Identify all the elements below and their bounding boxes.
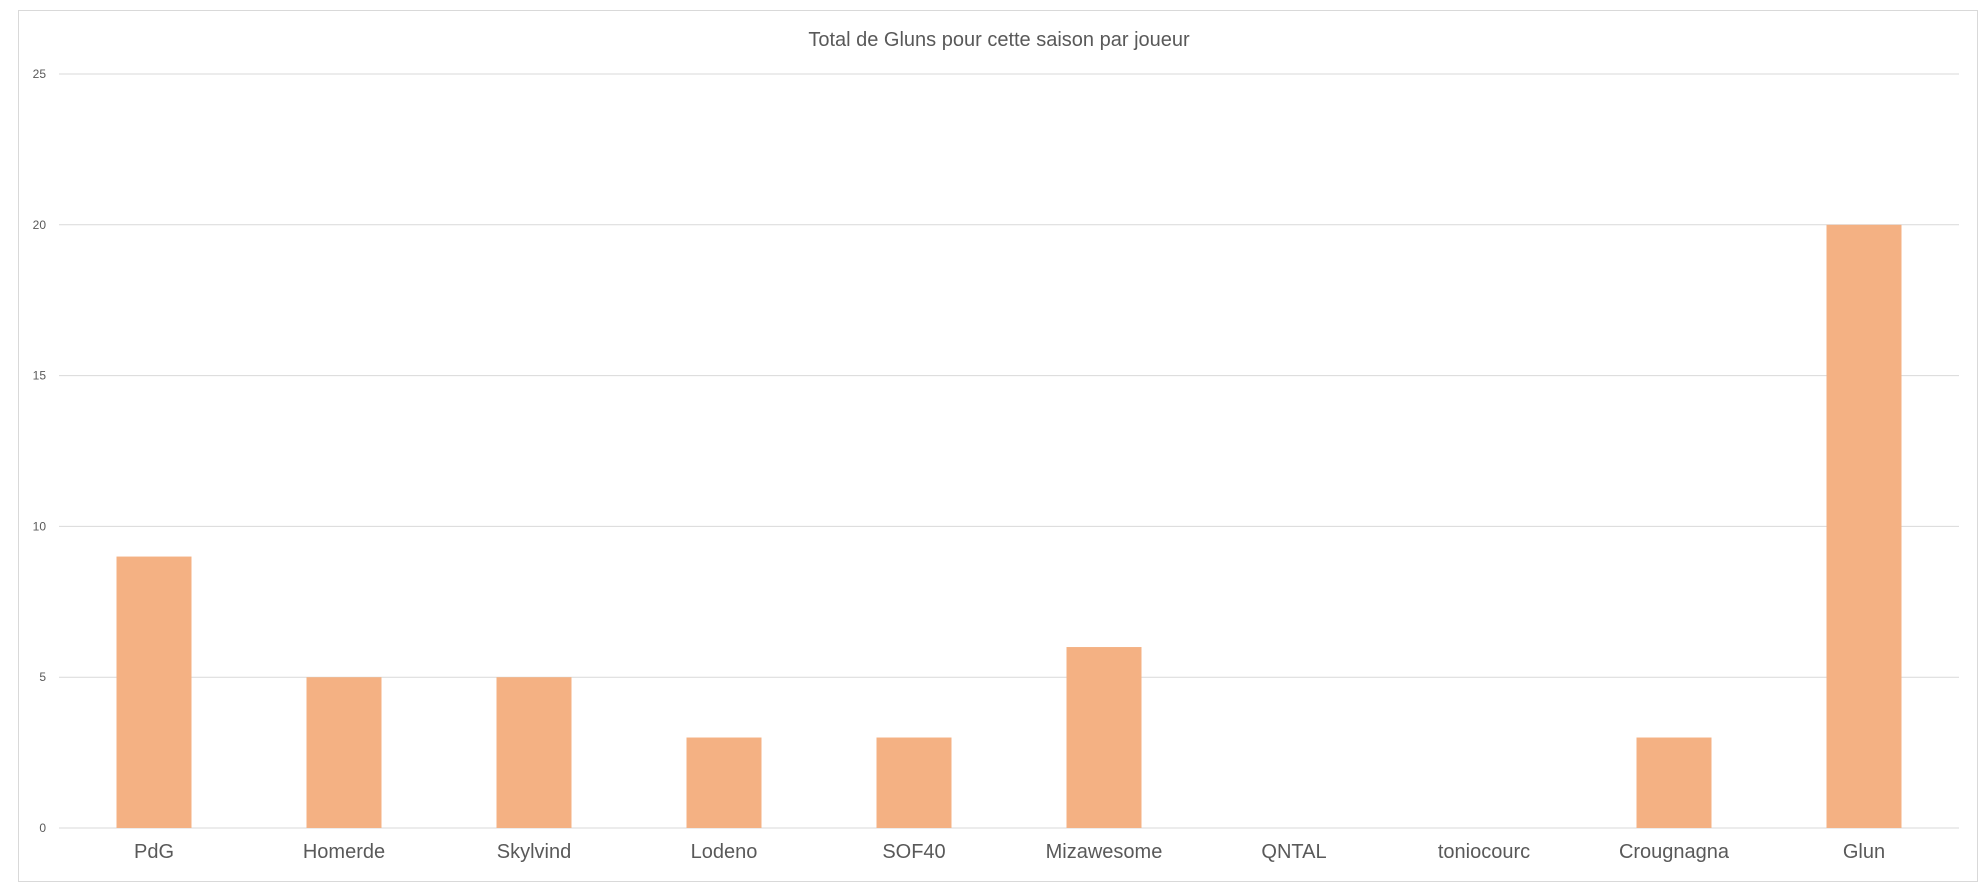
x-tick-label: Lodeno <box>691 841 758 863</box>
x-tick-label: Mizawesome <box>1046 841 1163 863</box>
bars <box>116 224 1902 829</box>
y-tick-label: 0 <box>39 821 46 835</box>
bar-chart: Total de Gluns pour cette saison par jou… <box>33 29 1959 863</box>
x-tick-label: PdG <box>134 841 174 863</box>
chart-title: Total de Gluns pour cette saison par jou… <box>808 29 1190 51</box>
bar-skylvind <box>496 677 572 828</box>
x-tick-label: Glun <box>1843 841 1885 863</box>
x-tick-label: QNTAL <box>1261 841 1326 863</box>
y-axis-tick-labels: 0 5 10 15 20 25 <box>33 67 47 835</box>
bar-mizawesome <box>1066 647 1142 828</box>
bar-sof40 <box>876 737 952 828</box>
x-tick-label: Skylvind <box>497 841 571 863</box>
x-axis-tick-labels: PdG Homerde Skylvind Lodeno SOF40 Mizawesome Q… <box>134 841 1885 863</box>
x-tick-label: Homerde <box>303 841 385 863</box>
y-tick-label: 20 <box>33 218 47 232</box>
chart-frame: Total de Gluns pour cette saison par jou… <box>18 10 1978 882</box>
y-tick-label: 15 <box>33 369 47 383</box>
y-tick-label: 10 <box>33 519 47 533</box>
bar-pdg <box>116 556 192 828</box>
y-tick-label: 5 <box>39 670 46 684</box>
bar-glun <box>1826 224 1902 829</box>
y-tick-label: 25 <box>33 67 47 81</box>
x-tick-label: Crougnagna <box>1619 841 1730 863</box>
bar-crougnagna <box>1636 737 1712 828</box>
x-tick-label: SOF40 <box>882 841 945 863</box>
x-tick-label: toniocourc <box>1438 841 1530 863</box>
bar-lodeno <box>686 737 762 828</box>
bar-homerde <box>306 677 382 828</box>
